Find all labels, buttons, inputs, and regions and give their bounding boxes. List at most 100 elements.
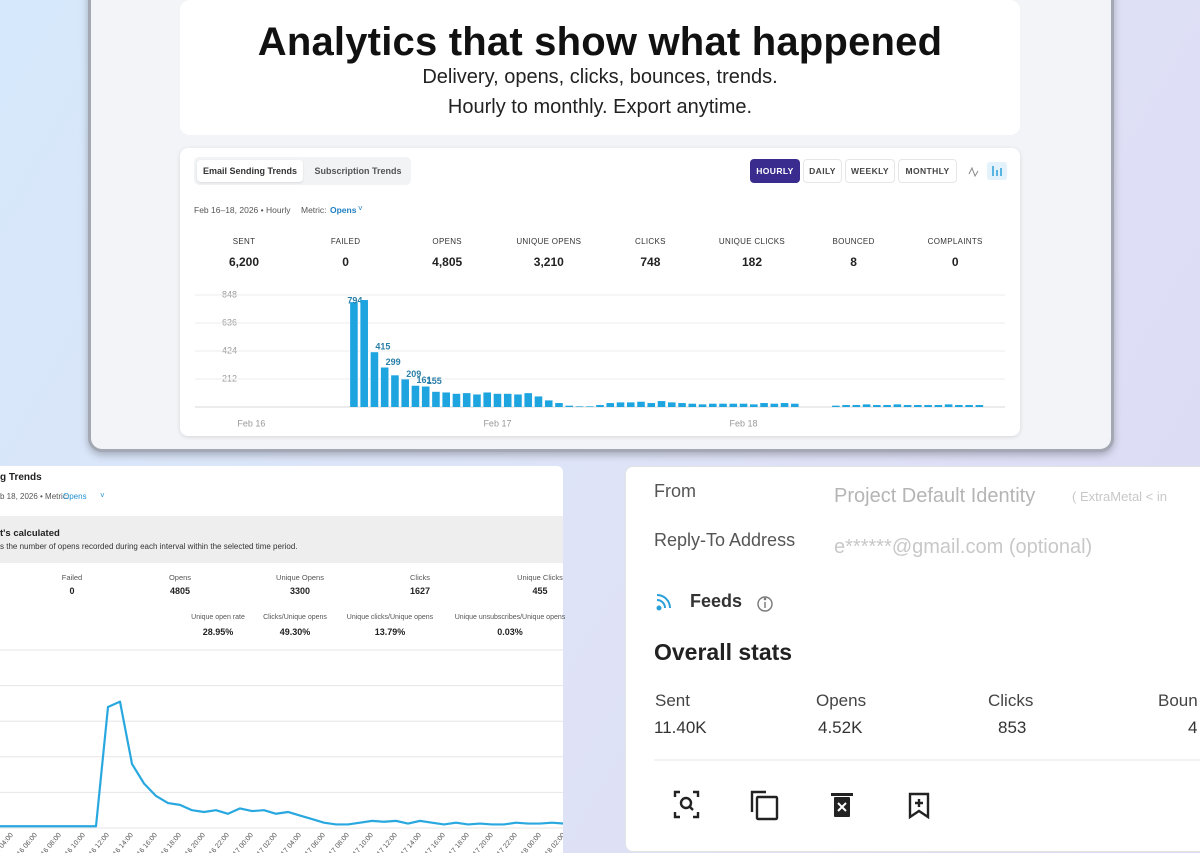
line-chart: 2-16 04:002-16 06:002-16 08:002-16 10:00… [0, 649, 563, 853]
x-tick-label: 2-16 10:00 [60, 832, 87, 853]
bar [350, 302, 358, 407]
bar [955, 405, 963, 407]
bar [493, 393, 502, 407]
bar [739, 403, 748, 407]
feeds-icon [656, 594, 671, 611]
bar [657, 401, 666, 407]
stat-label: Unique Clicks [517, 573, 563, 582]
x-tick-label: 2-16 18:00 [156, 832, 183, 853]
stat-value: 0 [342, 255, 349, 269]
bar [421, 386, 430, 407]
info-icon[interactable] [757, 596, 773, 612]
bar [555, 403, 563, 407]
bar [678, 403, 686, 407]
bar [544, 400, 553, 407]
stat-value: 6,200 [228, 255, 260, 269]
field-label: Reply-To Address [654, 530, 796, 550]
bar [934, 405, 943, 407]
x-tick-label: 2-17 18:00 [444, 832, 471, 853]
granularity-label: WEEKLY [851, 166, 889, 176]
x-tick-label: 2-17 22:00 [492, 832, 519, 853]
bar [688, 403, 697, 407]
bar [750, 404, 758, 407]
bar [719, 403, 727, 407]
settings-card [625, 466, 1200, 852]
bar [883, 405, 891, 407]
stat-value: 4,805 [432, 255, 463, 269]
tab-selected[interactable] [197, 160, 303, 182]
bar [760, 403, 768, 407]
rate-label: Unique unsubscribes/Unique opens [454, 614, 566, 621]
x-tick-label: 2-17 14:00 [396, 832, 423, 853]
bar [914, 405, 922, 407]
x-tick-label: Feb 18 [730, 418, 758, 428]
stat-label: FAILED [330, 237, 361, 246]
info-text: s the number of opens recorded during ea… [0, 542, 298, 551]
bar [391, 375, 399, 407]
x-tick-label: 2-16 04:00 [0, 832, 15, 853]
bar [832, 405, 840, 407]
x-tick-label: 2-17 12:00 [372, 832, 399, 853]
x-tick-label: 2-17 00:00 [228, 832, 255, 853]
stat-value: 11.40K [654, 718, 707, 737]
granularity-button[interactable] [845, 159, 895, 183]
bar [842, 405, 850, 407]
bar [975, 405, 984, 407]
granularity-button[interactable] [898, 159, 957, 183]
bar [503, 393, 512, 407]
bar [708, 403, 717, 407]
stat-value: 3,210 [533, 255, 564, 269]
info-title: t's calculated [0, 528, 60, 539]
data-label: 794 [347, 296, 362, 306]
granularity-button[interactable] [803, 159, 842, 183]
delete-icon[interactable] [831, 793, 853, 817]
stat-value: 455 [532, 586, 548, 596]
bar [637, 401, 645, 407]
x-tick-label: 2-18 02:00 [540, 832, 563, 853]
x-tick-label: Feb 16 [237, 418, 265, 428]
granularity-button[interactable] [750, 159, 800, 183]
bar [462, 393, 471, 407]
bar [585, 406, 594, 407]
inspect-icon[interactable] [673, 790, 700, 819]
tab: Email Sending Trends [202, 166, 298, 176]
stat-label: UNIQUE OPENS [516, 237, 582, 246]
subtitle: Delivery, opens, clicks, bounces, trends… [422, 66, 778, 88]
stat-label: BOUNCED [832, 237, 875, 246]
stat-value: 0 [69, 586, 75, 596]
section-label: Feeds [690, 591, 743, 611]
field-value: Project Default Identity [834, 485, 1036, 507]
bar [944, 404, 953, 407]
x-tick-label: Feb 17 [483, 418, 511, 428]
line-view-icon[interactable] [968, 166, 979, 178]
stat-value: 182 [741, 255, 763, 269]
bar [442, 392, 450, 407]
bar [770, 403, 779, 407]
bar [524, 393, 533, 407]
rate-value: 13.79% [374, 627, 406, 637]
x-tick-label: 2-17 10:00 [348, 832, 375, 853]
y-tick-label: 424 [222, 345, 237, 355]
bookmark-add-icon[interactable] [908, 792, 930, 820]
bar [401, 379, 409, 407]
range-text: b 18, 2026 • Metric: [0, 492, 70, 501]
copy-icon[interactable] [750, 790, 779, 821]
bar [924, 405, 932, 407]
tab: Subscription Trends [314, 166, 402, 176]
stat-value: 3300 [289, 586, 311, 596]
field-extra: ( ExtraMetal < in [1072, 489, 1168, 504]
bar [903, 405, 912, 407]
rate-label: Clicks/Unique opens [263, 614, 327, 621]
x-tick-label: 2-17 06:00 [300, 832, 327, 853]
bar [514, 394, 522, 407]
metric-caret: ˅ [358, 204, 363, 213]
bar [862, 404, 871, 407]
bar [596, 405, 604, 407]
bar [370, 352, 379, 407]
stat-label: COMPLAINTS [927, 237, 983, 246]
bar [667, 402, 676, 407]
rate-value: 28.95% [202, 627, 234, 637]
